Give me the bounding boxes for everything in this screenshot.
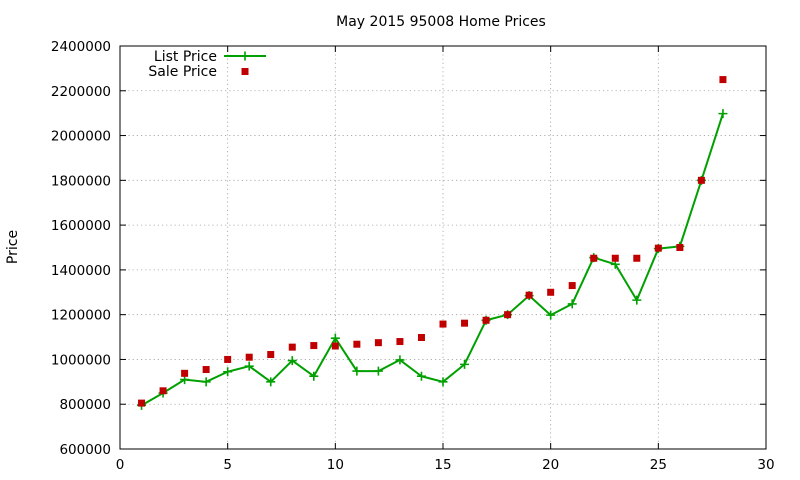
point-sale-price — [525, 291, 533, 299]
point-list-price — [438, 377, 448, 387]
point-sale-price — [310, 342, 318, 350]
point-sale-price — [245, 353, 253, 361]
chart-title: May 2015 95008 Home Prices — [336, 14, 546, 30]
y-tick-label: 1000000 — [51, 352, 111, 368]
legend-label-list-price: List Price — [154, 49, 217, 65]
plot-frame — [119, 45, 767, 450]
point-sale-price — [504, 311, 512, 319]
point-sale-price — [159, 387, 167, 395]
x-tick-label: 10 — [327, 457, 344, 473]
point-list-price — [567, 299, 577, 309]
point-list-price — [244, 361, 254, 371]
point-sale-price — [654, 244, 662, 252]
y-tick-label: 2400000 — [51, 39, 111, 55]
point-sale-price — [181, 369, 189, 377]
point-list-price — [718, 109, 728, 119]
x-tick-label: 5 — [223, 457, 232, 473]
series-line-list-price — [141, 113, 724, 407]
point-sale-price — [202, 366, 210, 374]
grid — [120, 46, 766, 449]
point-list-price — [287, 356, 297, 366]
x-tick-label: 15 — [434, 457, 451, 473]
point-sale-price — [224, 355, 232, 363]
legend-label-sale-price: Sale Price — [148, 64, 217, 80]
y-tick-label: 2000000 — [51, 129, 111, 145]
legend-marker-sale-price — [241, 68, 249, 75]
point-list-price — [223, 367, 233, 377]
x-tick-label: 25 — [650, 457, 667, 473]
point-sale-price — [374, 339, 382, 347]
y-axis-label: Price — [5, 230, 21, 264]
point-sale-price — [719, 76, 727, 84]
y-tick-label: 600000 — [59, 442, 111, 458]
point-sale-price — [482, 316, 490, 324]
point-list-price — [352, 366, 362, 376]
point-sale-price — [676, 244, 684, 251]
point-sale-price — [353, 340, 361, 348]
legend-marker-list-price — [240, 51, 250, 61]
point-list-price — [201, 377, 211, 387]
point-sale-price — [288, 343, 296, 351]
point-sale-price — [547, 288, 555, 296]
point-list-price — [309, 371, 319, 381]
series-layer — [137, 76, 728, 410]
point-sale-price — [417, 334, 425, 342]
x-tick-label: 0 — [116, 457, 125, 473]
y-tick-label: 800000 — [59, 397, 111, 413]
point-sale-price — [633, 254, 641, 262]
point-sale-price — [267, 351, 275, 359]
y-tick-label: 1600000 — [51, 218, 111, 234]
point-list-price — [416, 371, 426, 381]
point-sale-price — [697, 176, 705, 184]
y-tick-label: 1200000 — [51, 308, 111, 324]
axis-ticks: 0 5 10 15 20 25 30 600000 800000 1000000 1200000 14… — [51, 39, 775, 473]
point-sale-price — [331, 342, 339, 350]
legend: List Price Sale Price — [148, 49, 266, 80]
point-sale-price — [461, 319, 469, 327]
point-sale-price — [439, 320, 447, 328]
point-list-price — [460, 359, 470, 369]
point-sale-price — [590, 254, 598, 262]
y-tick-label: 1800000 — [51, 173, 111, 189]
x-tick-label: 30 — [757, 457, 774, 473]
point-list-price — [395, 355, 405, 365]
point-list-price — [546, 310, 556, 320]
point-sale-price — [611, 254, 619, 262]
y-tick-label: 1400000 — [51, 263, 111, 279]
point-list-price — [373, 366, 383, 376]
x-tick-label: 20 — [542, 457, 559, 473]
y-tick-label: 2200000 — [51, 84, 111, 100]
point-list-price — [266, 377, 276, 387]
point-sale-price — [396, 338, 404, 346]
point-list-price — [632, 295, 642, 305]
point-list-price — [330, 333, 340, 343]
point-sale-price — [568, 282, 576, 290]
point-sale-price — [138, 399, 146, 407]
